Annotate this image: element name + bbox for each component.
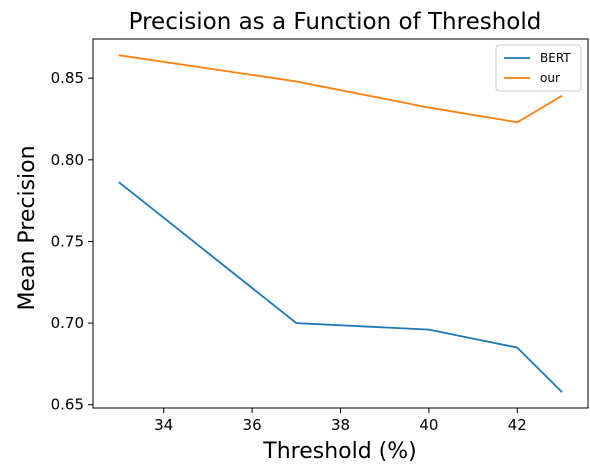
y-tick-label: 0.70 — [51, 314, 84, 332]
data-point-our — [560, 95, 563, 98]
y-tick-label: 0.75 — [51, 232, 84, 250]
legend: BERT our — [495, 44, 582, 92]
y-tick-label: 0.85 — [51, 69, 84, 87]
x-tick-label: 42 — [508, 416, 527, 434]
legend-box — [495, 44, 582, 92]
data-point-our — [516, 121, 519, 124]
y-axis-label: Mean Precision — [15, 145, 40, 310]
y-tick-label: 0.65 — [51, 396, 84, 414]
data-point-our — [295, 80, 298, 83]
data-point-bert — [427, 328, 430, 331]
x-axis: 34 36 38 40 42 — [154, 408, 527, 434]
data-point-bert — [295, 322, 298, 324]
data-point-bert — [560, 390, 563, 393]
data-point-our — [118, 54, 121, 57]
y-tick-label: 0.80 — [51, 151, 84, 169]
legend-label-bert: BERT — [540, 51, 571, 65]
data-point-bert — [118, 181, 121, 184]
chart-title: Precision as a Function of Threshold — [129, 9, 542, 35]
data-point-our — [427, 106, 430, 109]
x-tick-label: 34 — [154, 416, 173, 434]
plot-area — [92, 38, 589, 409]
x-tick-label: 40 — [419, 416, 438, 434]
legend-label-our: our — [540, 71, 560, 85]
data-point-bert — [516, 346, 519, 349]
x-tick-label: 38 — [331, 416, 350, 434]
y-axis: 0.65 0.70 0.75 0.80 0.85 — [51, 69, 93, 414]
x-axis-label: Threshold (%) — [262, 439, 416, 464]
x-tick-label: 36 — [243, 416, 262, 434]
series-lines — [118, 54, 563, 393]
